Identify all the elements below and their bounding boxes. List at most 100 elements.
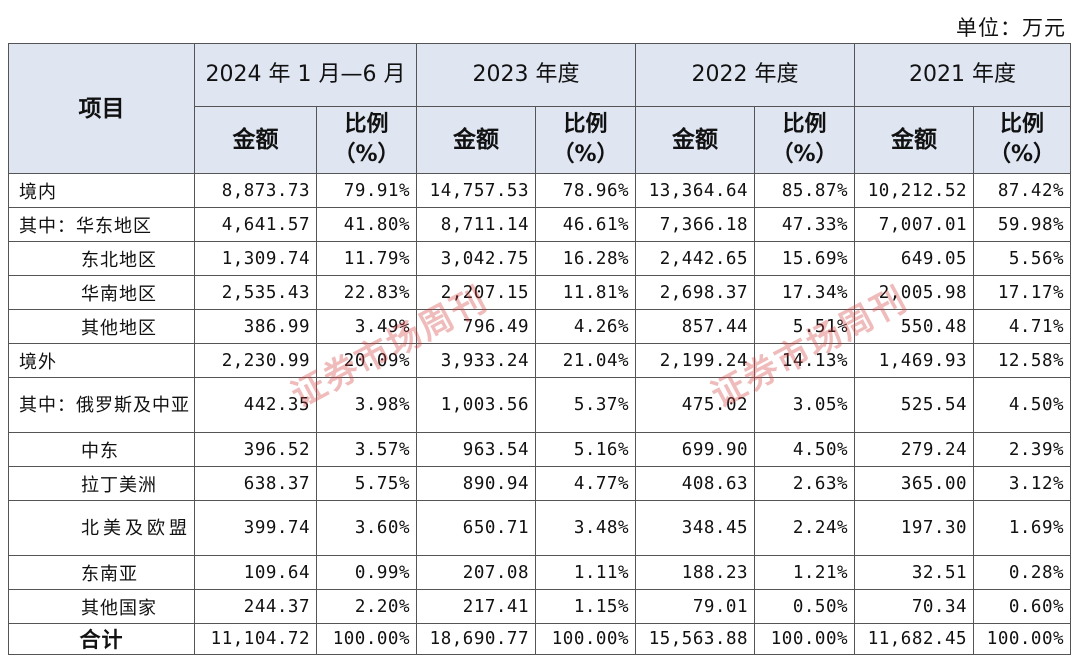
amount-cell: 2,442.65 xyxy=(635,241,756,276)
ratio-cell: 20.09% xyxy=(316,343,417,378)
table-row: 其中：华东地区 4,641.57 41.80% 8,711.14 46.61% 7,366… xyxy=(8,207,1072,242)
ratio-cell: 41.80% xyxy=(316,207,417,242)
ratio-cell: 0.50% xyxy=(754,589,856,624)
amount-cell: 408.63 xyxy=(635,466,756,501)
ratio-cell: 87.42% xyxy=(973,173,1072,208)
header-period-2021: 2021 年度 xyxy=(854,43,1072,107)
table-row: 拉丁美洲 638.37 5.75% 890.94 4.77% 408.63 2.63% 365… xyxy=(8,466,1072,501)
amount-cell: 2,698.37 xyxy=(635,275,756,310)
header-amount: 金额 xyxy=(416,106,536,174)
ratio-cell: 46.61% xyxy=(534,207,637,242)
amount-cell: 796.49 xyxy=(416,309,536,344)
ratio-cell: 100.00% xyxy=(754,623,856,655)
amount-cell: 279.24 xyxy=(854,432,975,467)
amount-cell: 3,933.24 xyxy=(416,343,536,378)
amount-cell: 890.94 xyxy=(416,466,536,501)
amount-cell: 348.45 xyxy=(635,500,756,556)
amount-cell: 2,230.99 xyxy=(194,343,317,378)
ratio-cell: 1.21% xyxy=(754,555,856,590)
row-label: 拉丁美洲 xyxy=(8,466,195,501)
regional-revenue-table: 项目 2024 年 1 月—6 月 2023 年度 2022 年度 2021 年… xyxy=(8,43,1072,655)
table-body: 境内 8,873.73 79.91% 14,757.53 78.96% 13,364.64… xyxy=(8,173,1072,655)
ratio-cell: 3.12% xyxy=(973,466,1072,501)
header-period-2023: 2023 年度 xyxy=(415,43,637,107)
ratio-cell: 100.00% xyxy=(316,623,417,655)
amount-cell: 2,535.43 xyxy=(194,275,317,310)
amount-cell: 32.51 xyxy=(854,555,975,590)
amount-cell: 217.41 xyxy=(416,589,536,624)
row-label: 东南亚 xyxy=(8,555,195,590)
amount-cell: 8,873.73 xyxy=(194,173,317,208)
header-ratio-label: 比例 xyxy=(1000,112,1045,137)
ratio-cell: 11.81% xyxy=(534,275,637,310)
ratio-cell: 4.26% xyxy=(534,309,637,344)
header-ratio-label: 比例 xyxy=(782,112,827,137)
row-label: 境内 xyxy=(8,173,195,208)
ratio-cell: 11.79% xyxy=(316,241,417,276)
header-period-2024h1: 2024 年 1 月—6 月 xyxy=(194,43,417,107)
ratio-cell: 4.77% xyxy=(534,466,637,501)
amount-cell: 197.30 xyxy=(854,500,975,556)
ratio-cell: 0.60% xyxy=(973,589,1072,624)
header-ratio-label: 比例 xyxy=(563,112,608,137)
row-label: 东北地区 xyxy=(8,241,195,276)
header-ratio: 比例 （%） xyxy=(316,106,417,174)
total-row: 合计 11,104.72 100.00% 18,690.77 100.00% 15,563… xyxy=(8,623,1072,655)
amount-cell: 188.23 xyxy=(635,555,756,590)
amount-cell: 365.00 xyxy=(854,466,975,501)
row-label: 其他国家 xyxy=(8,589,195,624)
ratio-cell: 17.17% xyxy=(973,275,1072,310)
amount-cell: 638.37 xyxy=(194,466,317,501)
header-amount: 金额 xyxy=(635,106,756,174)
ratio-cell: 100.00% xyxy=(534,623,637,655)
amount-cell: 1,309.74 xyxy=(194,241,317,276)
table-row: 东北地区 1,309.74 11.79% 3,042.75 16.28% 2,442.65… xyxy=(8,241,1072,276)
ratio-cell: 2.63% xyxy=(754,466,856,501)
header-ratio: 比例 （%） xyxy=(534,106,637,174)
amount-cell: 2,005.98 xyxy=(854,275,975,310)
table-header: 项目 2024 年 1 月—6 月 2023 年度 2022 年度 2021 年… xyxy=(8,43,1072,174)
header-ratio-unit: （%） xyxy=(989,142,1056,167)
ratio-cell: 5.75% xyxy=(316,466,417,501)
ratio-cell: 3.57% xyxy=(316,432,417,467)
ratio-cell: 14.13% xyxy=(754,343,856,378)
ratio-cell: 4.50% xyxy=(973,377,1072,433)
amount-cell: 1,003.56 xyxy=(416,377,536,433)
amount-cell: 1,469.93 xyxy=(854,343,975,378)
amount-cell: 386.99 xyxy=(194,309,317,344)
amount-cell: 7,007.01 xyxy=(854,207,975,242)
amount-cell: 2,199.24 xyxy=(635,343,756,378)
amount-cell: 857.44 xyxy=(635,309,756,344)
ratio-cell: 0.99% xyxy=(316,555,417,590)
row-label: 中东 xyxy=(8,432,195,467)
amount-cell: 2,207.15 xyxy=(416,275,536,310)
ratio-cell: 15.69% xyxy=(754,241,856,276)
ratio-cell: 4.50% xyxy=(754,432,856,467)
row-label: 其他地区 xyxy=(8,309,195,344)
ratio-cell: 22.83% xyxy=(316,275,417,310)
amount-cell: 18,690.77 xyxy=(416,623,536,655)
amount-cell: 79.01 xyxy=(635,589,756,624)
header-item: 项目 xyxy=(8,43,195,174)
header-ratio-unit: （%） xyxy=(552,142,619,167)
ratio-cell: 78.96% xyxy=(534,173,637,208)
amount-cell: 11,682.45 xyxy=(854,623,975,655)
table-row: 境内 8,873.73 79.91% 14,757.53 78.96% 13,364.64… xyxy=(8,173,1072,208)
ratio-cell: 5.16% xyxy=(534,432,637,467)
row-label: 其中：俄罗斯及中亚 xyxy=(8,377,195,433)
ratio-cell: 59.98% xyxy=(973,207,1072,242)
ratio-cell: 3.48% xyxy=(534,500,637,556)
ratio-cell: 5.37% xyxy=(534,377,637,433)
amount-cell: 8,711.14 xyxy=(416,207,536,242)
ratio-cell: 2.24% xyxy=(754,500,856,556)
amount-cell: 650.71 xyxy=(416,500,536,556)
amount-cell: 70.34 xyxy=(854,589,975,624)
ratio-cell: 16.28% xyxy=(534,241,637,276)
amount-cell: 442.35 xyxy=(194,377,317,433)
ratio-cell: 79.91% xyxy=(316,173,417,208)
ratio-cell: 1.69% xyxy=(973,500,1072,556)
header-ratio-unit: （%） xyxy=(771,142,838,167)
row-label: 境外 xyxy=(8,343,195,378)
ratio-cell: 85.87% xyxy=(754,173,856,208)
ratio-cell: 0.28% xyxy=(973,555,1072,590)
